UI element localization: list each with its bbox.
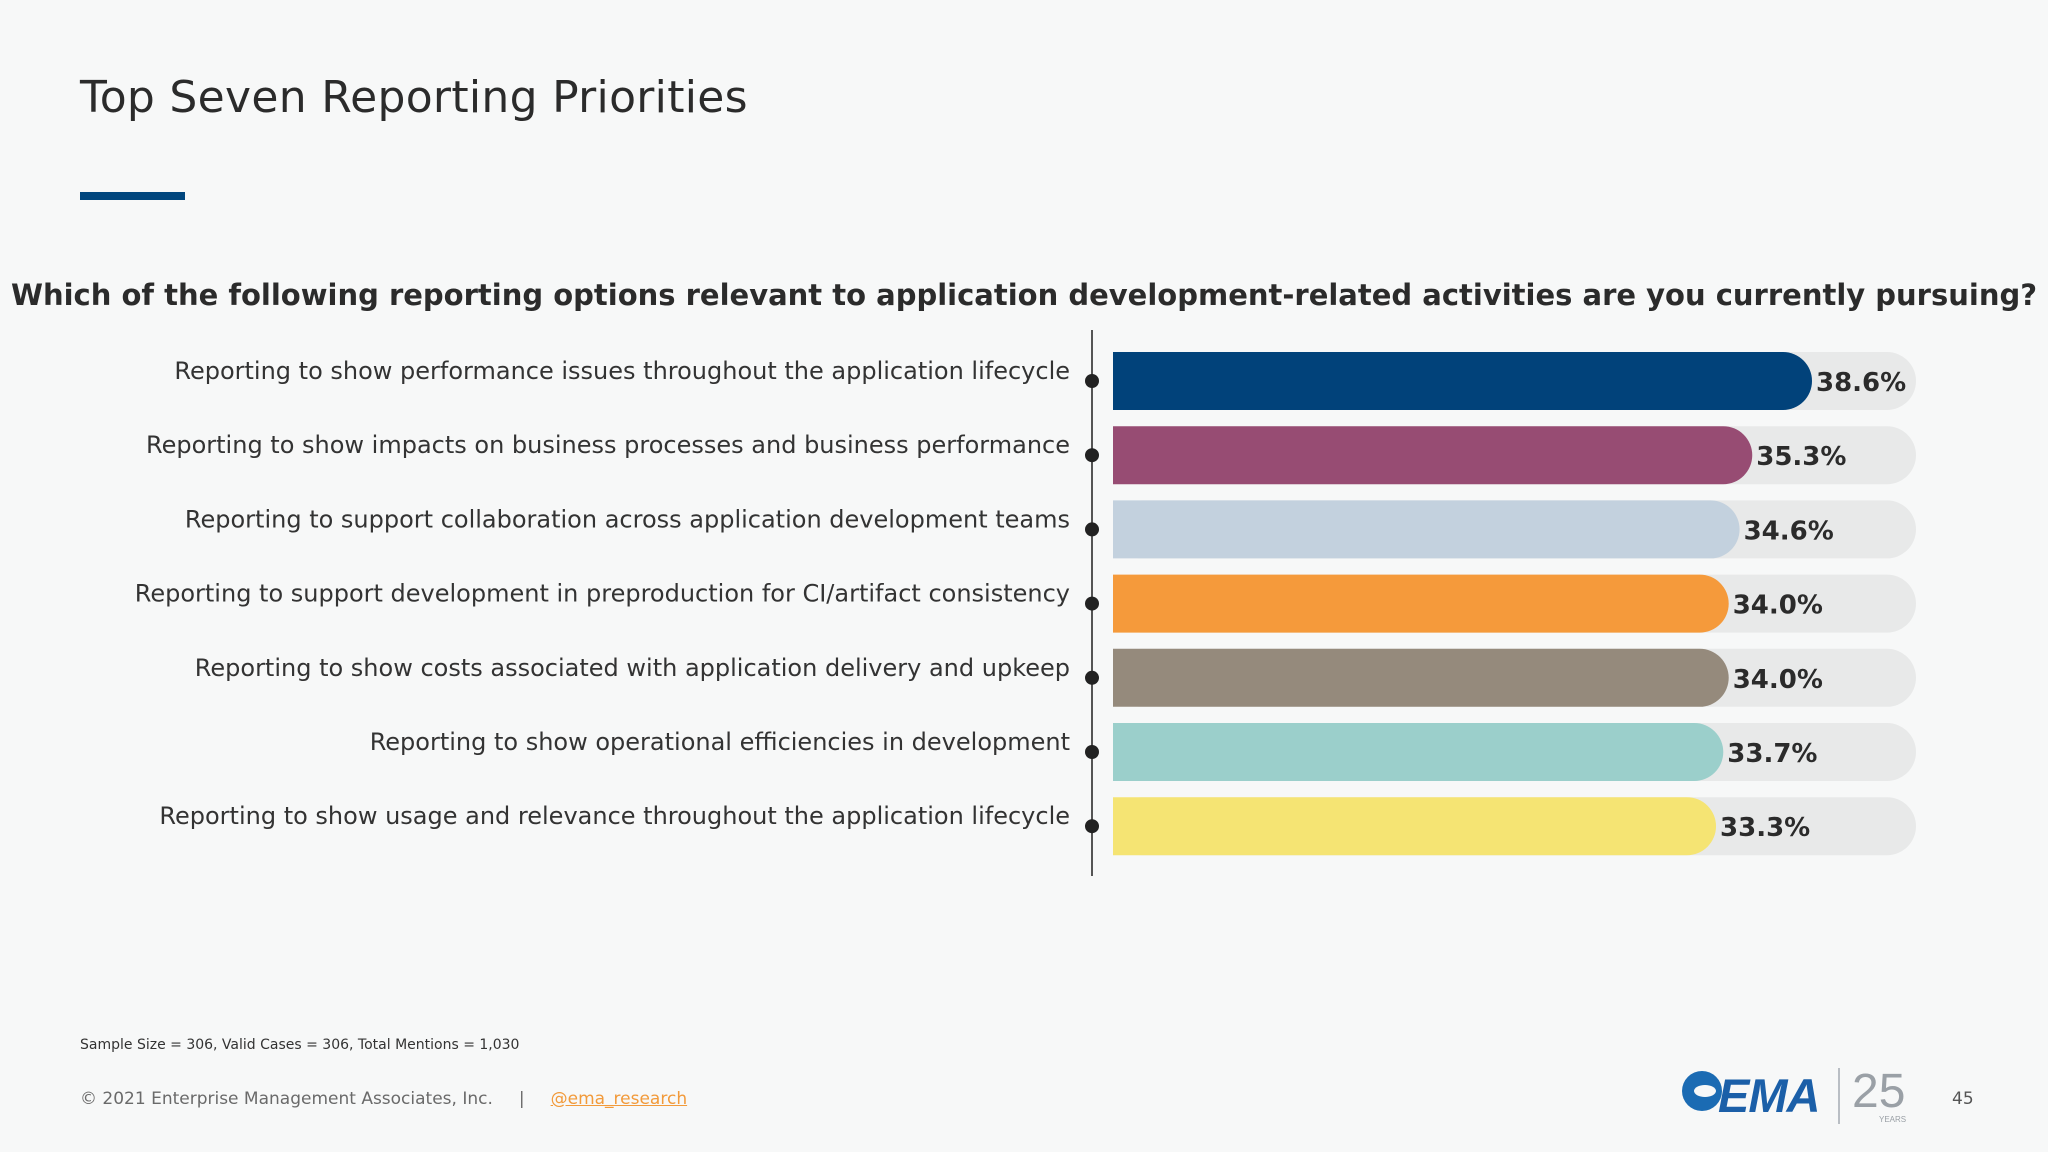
bar [1113, 426, 1753, 485]
bar [1113, 797, 1717, 856]
bar [1113, 500, 1740, 559]
data-label: 33.3% [1720, 813, 1810, 843]
logo-anniversary: 25 [1852, 1065, 1906, 1118]
data-label: 34.0% [1733, 665, 1823, 695]
sample-size-note: Sample Size = 306, Valid Cases = 306, To… [80, 1037, 520, 1053]
axis-marker-dot [1085, 745, 1099, 759]
twitter-handle-link[interactable]: @ema_research [550, 1089, 688, 1109]
axis-marker-dot [1085, 448, 1099, 463]
category-label: Reporting to show impacts on business pr… [146, 431, 1070, 459]
axis-marker-dot [1085, 374, 1099, 388]
data-label: 34.6% [1744, 516, 1834, 546]
copyright-text: © 2021 Enterprise Management Associates,… [80, 1089, 493, 1109]
footer-separator: | [518, 1089, 525, 1109]
chart-question: Which of the following reporting options… [10, 278, 2038, 312]
logo-divider [1838, 1068, 1840, 1124]
category-label: Reporting to support collaboration acros… [185, 505, 1070, 533]
data-label: 33.7% [1727, 739, 1817, 769]
axis-marker-dot [1085, 596, 1099, 611]
data-label: 38.6% [1816, 368, 1906, 398]
axis-marker-dot [1085, 670, 1099, 685]
ema-logo: EMA 25 YEARS [1678, 1064, 1978, 1128]
data-label: 34.0% [1733, 591, 1823, 621]
page-number: 45 [1952, 1089, 1974, 1109]
bar [1113, 723, 1724, 781]
logo-brand: EMA [1718, 1069, 1820, 1122]
category-label: Reporting to show performance issues thr… [174, 357, 1070, 385]
data-label: 35.3% [1756, 442, 1846, 472]
axis-marker-dot [1085, 522, 1099, 537]
title-underline [80, 192, 185, 200]
bar [1113, 574, 1729, 633]
logo-anniversary-sub: YEARS [1879, 1115, 1907, 1124]
footer: © 2021 Enterprise Management Associates,… [80, 1089, 687, 1109]
category-label: Reporting to support development in prep… [135, 580, 1070, 608]
category-label: Reporting to show operational efficienci… [370, 728, 1070, 756]
slide-title: Top Seven Reporting Priorities [80, 72, 748, 123]
bar [1113, 352, 1812, 410]
category-label: Reporting to show usage and relevance th… [159, 802, 1070, 830]
axis-marker-dot [1085, 819, 1099, 834]
ema-swoosh-icon [1682, 1071, 1722, 1111]
bar [1113, 648, 1729, 707]
category-label: Reporting to show costs associated with … [195, 654, 1070, 682]
